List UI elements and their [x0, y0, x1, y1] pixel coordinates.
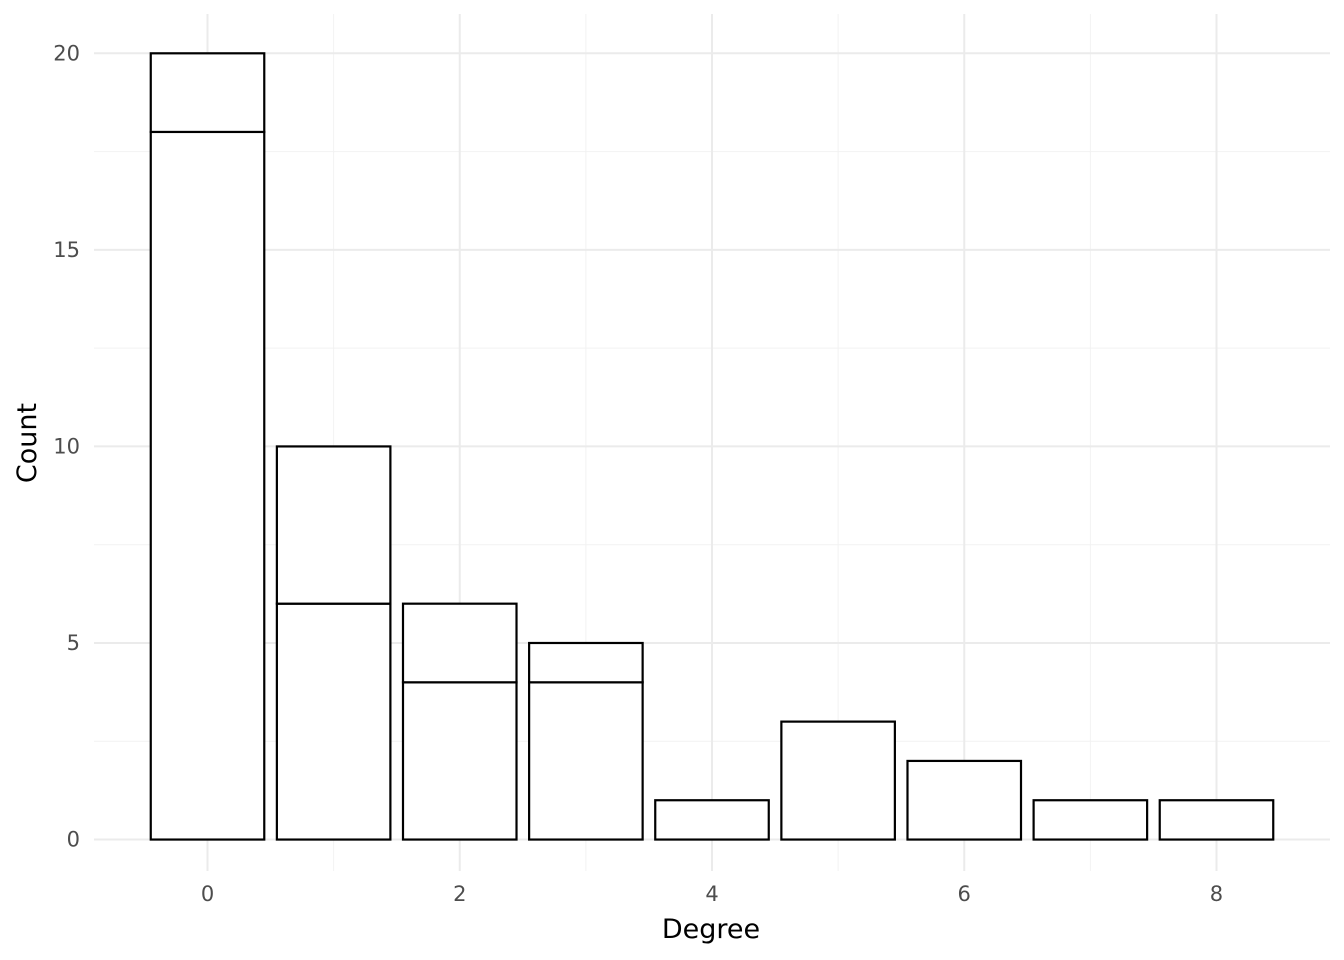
y-tick-label: 20: [53, 41, 80, 65]
y-axis-title: Count: [12, 403, 43, 483]
bar-segment: [401, 602, 518, 684]
bar-segment: [654, 799, 770, 841]
bar-segment: [149, 130, 266, 841]
y-tick-label: 0: [67, 828, 80, 852]
y-tick-label: 5: [67, 631, 80, 655]
bars: [149, 52, 1275, 841]
x-tick-label: 6: [958, 882, 971, 906]
bar-segment: [401, 681, 518, 841]
x-tick-label: 2: [453, 882, 466, 906]
bar-segment: [1032, 799, 1149, 841]
y-axis-ticks: 0 5 10 15 20: [53, 41, 80, 851]
bar-segment: [528, 681, 644, 841]
x-tick-label: 0: [201, 882, 214, 906]
y-tick-label: 15: [53, 238, 80, 262]
bar-segment: [906, 759, 1023, 841]
x-tick-label: 4: [705, 882, 718, 906]
bar-segment: [275, 602, 392, 841]
bar-segment: [1158, 799, 1275, 841]
x-axis-ticks: 0 2 4 6 8: [201, 882, 1223, 906]
bar-segment: [528, 641, 644, 684]
y-tick-label: 10: [53, 434, 80, 458]
bar-segment: [149, 52, 266, 134]
x-tick-label: 8: [1210, 882, 1223, 906]
bar-segment: [275, 445, 392, 605]
bar-segment: [780, 720, 896, 841]
x-axis-title: Degree: [662, 914, 760, 945]
